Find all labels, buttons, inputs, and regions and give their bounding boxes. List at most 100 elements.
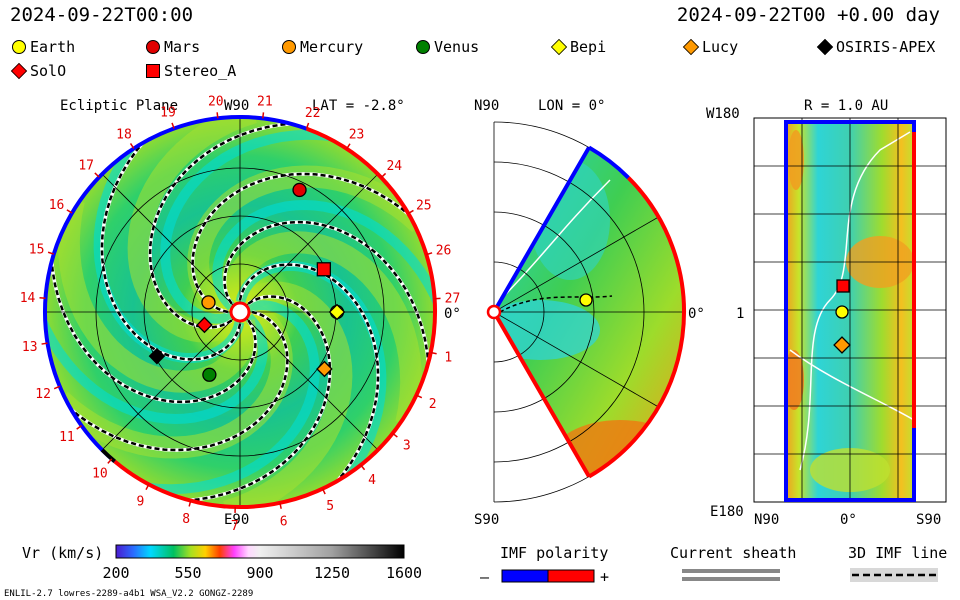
legend-item-venus: Venus — [416, 38, 479, 56]
sphere-heatmap — [753, 117, 947, 503]
rim-tick — [107, 458, 113, 464]
rim-number: 21 — [257, 94, 273, 109]
imf-positive-swatch — [547, 569, 595, 583]
meridional-right-label: 0° — [688, 306, 705, 322]
legend-item-solo: SolO — [10, 62, 67, 80]
rim-number: 7 — [231, 519, 239, 534]
rim-tick — [360, 464, 366, 471]
rim-number: 12 — [35, 387, 51, 402]
footer-text: ENLIL-2.7 lowres-2289-a4b1 WSA_V2.2 GONG… — [4, 589, 253, 599]
ecliptic-objects — [148, 182, 346, 382]
rim-number: 24 — [386, 159, 402, 174]
rim-tick — [66, 209, 73, 214]
current-sheath-swatch — [682, 569, 780, 581]
rim-tick — [262, 112, 265, 119]
imf3d-swatch — [850, 568, 938, 582]
colorbar-tick-label: 550 — [174, 564, 201, 582]
colorbar-label: Vr (km/s) — [22, 544, 103, 562]
rim-tick — [171, 122, 175, 129]
sphere-objects — [833, 279, 851, 354]
legend-item-stereo-a: Stereo_A — [146, 62, 236, 80]
imf-minus: – — [480, 568, 490, 586]
rim-number: 4 — [368, 473, 376, 488]
circle-marker-icon — [146, 40, 160, 54]
meridional-grid — [493, 121, 685, 503]
object-solo-marker — [196, 316, 213, 334]
sphere-bottom-label: E180 — [710, 504, 744, 520]
legend-item-osiris-apex: OSIRIS-APEX — [816, 38, 936, 56]
object-lucy-marker — [316, 360, 333, 378]
rim-tick — [41, 342, 48, 345]
rim-tick — [430, 351, 437, 355]
legend-label: SolO — [30, 62, 67, 80]
colorbar-tick-label: 1600 — [386, 564, 422, 582]
rim-number: 9 — [136, 494, 144, 509]
meridional-heatmap — [494, 147, 684, 477]
ecliptic-title: Ecliptic Plane — [60, 98, 178, 114]
rim-tick — [94, 172, 100, 178]
object-lucy-marker — [833, 336, 851, 354]
ecliptic-polarity-rim — [43, 115, 437, 509]
circle-marker-icon — [282, 40, 296, 54]
imf-plus: + — [600, 568, 609, 586]
rim-number: 15 — [29, 243, 45, 258]
rim-tick — [346, 143, 351, 150]
legend-label: Mars — [164, 38, 201, 56]
rim-number: 11 — [59, 430, 75, 445]
rim-tick — [426, 252, 433, 256]
sphere-x-right-label: S90 — [916, 512, 941, 528]
rim-number: 19 — [160, 106, 176, 121]
legend-item-earth: Earth — [12, 38, 75, 56]
legend-label: Stereo_A — [164, 62, 237, 80]
rim-number: 23 — [349, 128, 365, 143]
rim-tick — [216, 112, 219, 119]
square-marker-icon — [146, 64, 160, 78]
rim-number: 17 — [78, 159, 94, 174]
sphere-mid-label: 1 — [736, 306, 744, 322]
rim-number: 26 — [436, 243, 452, 258]
imf-polarity-label: IMF polarity — [500, 544, 608, 562]
sun-icon — [229, 301, 251, 323]
imf-negative-swatch — [501, 569, 549, 583]
legend-label: Earth — [30, 38, 76, 56]
meridional-sun-icon — [486, 304, 502, 320]
rim-tick — [188, 500, 192, 507]
legend-label: Venus — [434, 38, 480, 56]
header-datetime-right: 2024-09-22T00 +0.00 day — [676, 4, 940, 26]
sphere-x-left-label: N90 — [754, 512, 779, 528]
rim-number: 1 — [444, 350, 452, 365]
object-venus-marker — [202, 367, 217, 382]
rim-number: 14 — [20, 291, 36, 306]
circle-marker-icon — [416, 40, 430, 54]
rim-tick — [416, 394, 423, 399]
rim-number: 5 — [326, 499, 334, 514]
sphere-top-label: W180 — [706, 106, 740, 122]
rim-number: 3 — [403, 439, 411, 454]
ecliptic-bottom-label: E90 — [224, 512, 249, 528]
rim-tick — [407, 209, 414, 215]
legend-label: OSIRIS-APEX — [836, 38, 936, 56]
rim-tick — [392, 432, 398, 438]
rim-number: 6 — [280, 514, 288, 529]
rim-tick — [53, 385, 61, 390]
rim-number: 8 — [182, 512, 190, 527]
colorbar-tick-label: 900 — [246, 564, 273, 582]
colorbar-tick-label: 200 — [102, 564, 129, 582]
object-stereo-a-marker — [836, 279, 850, 293]
current-sheath-label: Current sheath — [670, 544, 796, 562]
rim-number: 27 — [445, 292, 461, 307]
ecliptic-right-label: 0° — [444, 306, 461, 322]
rim-number: 18 — [116, 127, 132, 142]
imf3d-label: 3D IMF line — [848, 544, 947, 562]
legend-item-lucy: Lucy — [682, 38, 739, 56]
legend-label: Lucy — [702, 38, 739, 56]
rim-number: 22 — [305, 106, 321, 121]
rim-number: 20 — [208, 94, 224, 109]
meridional-top-label: N90 — [474, 98, 499, 114]
rim-tick — [145, 484, 150, 491]
rim-tick — [305, 122, 310, 129]
legend-item-mars: Mars — [146, 38, 200, 56]
rim-number: 25 — [416, 198, 432, 213]
header-datetime: 2024-09-22T00:00 — [10, 4, 194, 26]
